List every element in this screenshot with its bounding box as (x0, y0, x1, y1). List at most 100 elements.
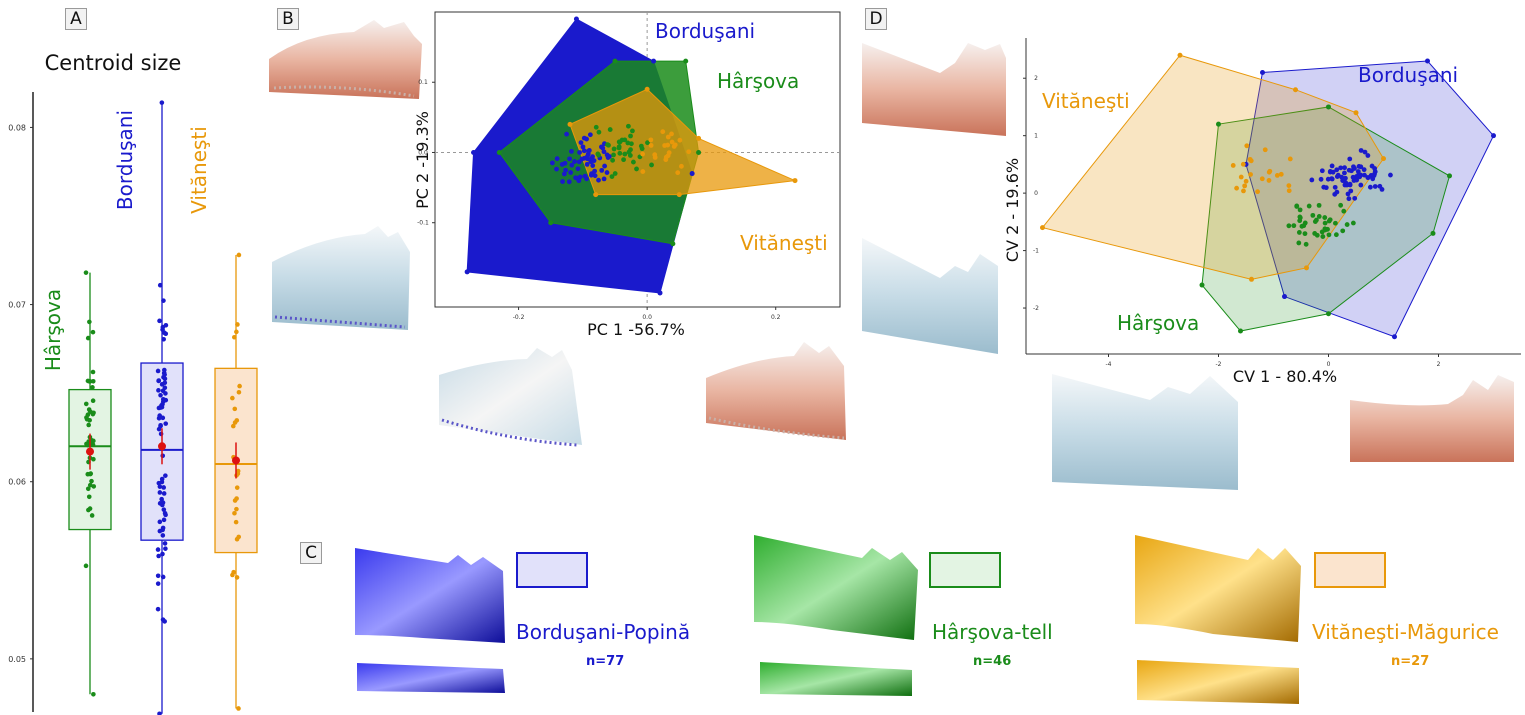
hull-vertex (1282, 294, 1287, 300)
hull-vertex (593, 192, 599, 198)
data-point (563, 167, 569, 173)
data-point (1262, 147, 1268, 153)
box-vitanesti: Vităneşti (187, 126, 258, 711)
data-point (638, 143, 644, 149)
data-point (1342, 165, 1347, 171)
legend-swatch-vitanesti (1314, 552, 1386, 588)
y-tick-label: -1 (1033, 248, 1039, 255)
data-point (1365, 175, 1371, 181)
data-point (622, 151, 628, 157)
x-tick-label: -0.2 (513, 314, 525, 321)
data-point (89, 478, 94, 484)
hull-vertex (644, 86, 650, 92)
data-point (90, 385, 95, 390)
data-point (1334, 174, 1340, 180)
data-point (566, 179, 572, 185)
data-point (162, 376, 168, 382)
data-point (1344, 222, 1350, 227)
data-point (162, 511, 168, 516)
data-point (582, 173, 588, 179)
data-point (628, 133, 633, 139)
data-point (162, 380, 168, 386)
data-point (1358, 148, 1364, 153)
data-point (669, 139, 675, 145)
data-point (577, 174, 583, 180)
data-point (1297, 207, 1303, 213)
cva-label-harsova: Hârşova (1117, 311, 1199, 335)
hull-vertex (1238, 328, 1243, 334)
data-point (160, 551, 165, 557)
data-point (587, 132, 593, 138)
data-point (1347, 156, 1353, 162)
data-point (159, 403, 164, 408)
hull-vertex (1447, 173, 1452, 179)
data-point (87, 506, 93, 511)
data-point (1255, 189, 1260, 195)
box-harsova: Hârşova (41, 270, 112, 697)
data-point (588, 172, 594, 178)
pca-label-vitanesti: Vităneşti (740, 231, 828, 255)
data-point (160, 533, 166, 538)
hull-vertex (573, 16, 579, 22)
data-point (234, 496, 239, 501)
y-tick-label: -2 (1033, 305, 1039, 312)
data-point (601, 149, 607, 155)
hull-vertex (1216, 121, 1221, 127)
data-point (234, 485, 240, 490)
data-point (160, 324, 166, 330)
data-point (686, 149, 692, 155)
x-tick-label: 0.2 (771, 314, 781, 321)
data-point (1259, 176, 1265, 182)
data-point (572, 159, 577, 164)
data-point (649, 162, 654, 168)
x-tick-label: 0 (1327, 361, 1331, 368)
hull-vertex (1392, 334, 1397, 340)
data-point (1338, 165, 1344, 171)
data-point (672, 142, 678, 148)
data-point (1377, 183, 1383, 189)
data-point (607, 127, 613, 132)
data-point (1286, 183, 1292, 188)
y-tick-label: 0.05 (8, 655, 26, 664)
data-point (1310, 212, 1316, 218)
pca-y-axis-label: PC 2 -19.3% (413, 111, 432, 209)
hull-vertex (670, 241, 676, 247)
data-point (1330, 169, 1336, 175)
data-point (596, 177, 601, 183)
y-tick-label: 0 (1034, 190, 1038, 197)
data-point (236, 252, 242, 258)
data-point (162, 367, 167, 373)
data-point (596, 152, 602, 158)
hull-vertex (1430, 230, 1436, 236)
data-point (87, 319, 92, 325)
hull-vertex (1304, 265, 1309, 271)
data-point (157, 711, 162, 715)
data-point (1266, 169, 1272, 175)
hull-vertex (676, 192, 682, 198)
data-point (645, 140, 650, 146)
data-point (1326, 232, 1332, 238)
data-point (1248, 158, 1254, 164)
data-point (580, 144, 586, 150)
data-point (90, 329, 96, 335)
hull-vertex (1040, 225, 1045, 231)
data-point (554, 166, 559, 172)
mandible-render-borduseni (355, 548, 505, 693)
data-point (236, 706, 241, 711)
mandible-render-cv1-max (1350, 375, 1514, 462)
data-point (1332, 191, 1338, 197)
data-point (1333, 220, 1338, 226)
data-point (1287, 156, 1293, 162)
data-point (559, 161, 565, 167)
data-point (155, 606, 161, 612)
data-point (1294, 203, 1300, 209)
mandible-render-vitanesti (1135, 535, 1301, 704)
data-point (585, 153, 590, 159)
data-point (1312, 231, 1318, 236)
data-point (1356, 164, 1362, 169)
hull-vertex (1425, 58, 1430, 64)
data-point (1333, 232, 1339, 238)
data-point (621, 157, 626, 163)
data-point (1230, 163, 1236, 168)
panel-label-a: A (65, 8, 87, 30)
